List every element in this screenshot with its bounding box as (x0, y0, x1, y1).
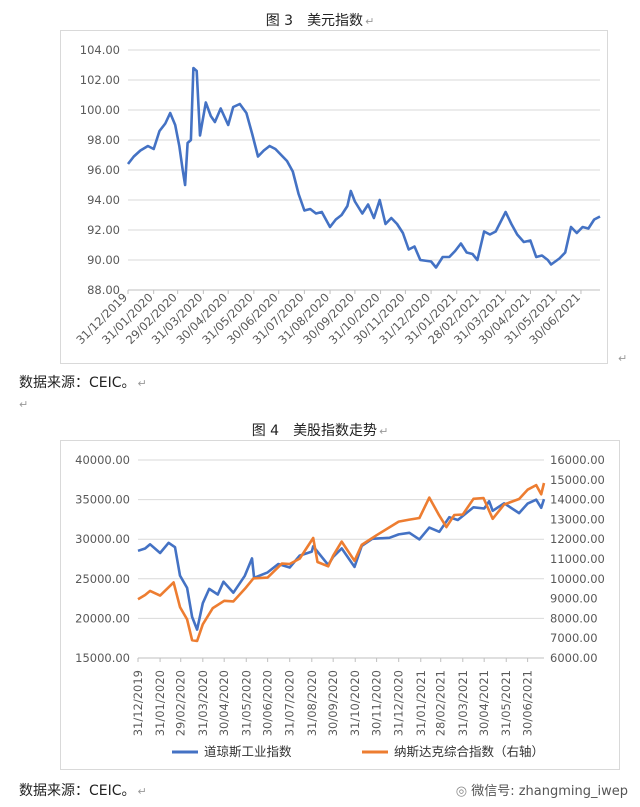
chart-frame (60, 30, 608, 364)
y-tick-label: 90.00 (87, 253, 120, 267)
series-line-2 (137, 482, 546, 643)
y-tick-label: 100.00 (80, 103, 120, 117)
x-tick-label: 30/06/2021 (521, 670, 535, 736)
y-tick-label: 35000.00 (75, 493, 130, 507)
chart1-source: 数据来源：CEIC。 ↵ (19, 375, 147, 391)
legend-label-2: 纳斯达克综合指数（右轴） (394, 744, 544, 759)
y-tick-label: 92.00 (87, 223, 120, 237)
y-right-tick-label: 9000.00 (550, 592, 598, 606)
y-right-tick-label: 11000.00 (550, 552, 605, 566)
x-tick-label: 31/05/2020 (239, 670, 253, 736)
y-tick-label: 15000.00 (75, 651, 130, 665)
legend-label-1: 道琼斯工业指数 (204, 744, 292, 759)
y-tick-label: 96.00 (87, 163, 120, 177)
wechat-watermark: ◎ 微信号: zhangming_iwep (455, 784, 628, 799)
wechat-icon: ◎ (455, 784, 472, 799)
y-tick-label: 30000.00 (75, 532, 130, 546)
y-right-tick-label: 14000.00 (550, 493, 605, 507)
return-mark-icon: ↵ (618, 352, 628, 365)
return-mark-icon: ↵ (137, 785, 147, 798)
series-line-1 (137, 498, 546, 631)
y-right-tick-label: 7000.00 (550, 631, 598, 645)
x-tick-label: 28/02/2021 (434, 670, 448, 736)
dollar-index-chart: 88.00 90.00 92.00 94.00 96.00 98.00 100.00 102.… (60, 30, 608, 364)
y-tick-label: 20000.00 (75, 611, 130, 625)
us-stock-index-chart: 15000.00 20000.00 25000.00 30000.00 35000.00… (60, 440, 620, 770)
x-tick-label: 31/12/2020 (392, 670, 406, 736)
x-tick-label: 31/08/2020 (305, 670, 319, 736)
y-right-tick-label: 6000.00 (550, 651, 598, 665)
chart1-caption-number: 图 3 (265, 13, 294, 29)
y-tick-label: 104.00 (80, 43, 120, 57)
x-tick-label: 31/01/2020 (153, 670, 167, 736)
x-tick-label: 31/01/2021 (414, 670, 428, 736)
x-tick-label: 30/09/2020 (326, 670, 340, 736)
chart2-area: 15000.00 20000.00 25000.00 30000.00 35000.00… (60, 440, 620, 774)
return-mark-icon: ↵ (365, 15, 375, 28)
y-right-tick-label: 15000.00 (550, 473, 605, 487)
return-mark-icon: ↵ (379, 425, 389, 438)
chart-frame (60, 440, 620, 770)
x-tick-label: 30/11/2020 (370, 670, 384, 736)
x-tick-label: 30/04/2021 (477, 670, 491, 736)
chart2-caption-number: 图 4 (251, 423, 280, 439)
x-tick-label: 30/04/2020 (217, 670, 231, 736)
x-tick-label: 30/06/2020 (261, 670, 275, 736)
x-tick-label: 31/03/2021 (456, 670, 470, 736)
y-tick-label: 102.00 (80, 73, 120, 87)
chart2-caption: 图 4 美股指数走势 ↵ (0, 420, 640, 440)
x-tick-label: 31/12/2019 (131, 670, 145, 736)
chart1-caption: 图 3 美元指数 ↵ (0, 10, 640, 30)
y-right-tick-label: 10000.00 (550, 572, 605, 586)
x-tick-label: 31/10/2020 (348, 670, 362, 736)
y-right-tick-label: 8000.00 (550, 611, 598, 625)
chart2-source: 数据来源：CEIC。 ↵ (19, 783, 147, 799)
x-tick-label: 31/05/2021 (499, 670, 513, 736)
y-tick-label: 98.00 (87, 133, 120, 147)
chart1-caption-title: 美元指数 (307, 13, 364, 29)
series-line-1 (126, 66, 601, 269)
y-right-tick-label: 12000.00 (550, 532, 605, 546)
x-tick-label: 31/07/2020 (283, 670, 297, 736)
y-right-tick-label: 16000.00 (550, 453, 605, 467)
return-mark-icon: ↵ (19, 398, 29, 411)
return-mark-icon: ↵ (137, 377, 147, 390)
chart2-caption-title: 美股指数走势 (293, 423, 378, 439)
x-tick-label: 29/02/2020 (174, 670, 188, 736)
y-tick-label: 25000.00 (75, 572, 130, 586)
y-right-tick-label: 13000.00 (550, 512, 605, 526)
x-tick-label: 31/03/2020 (196, 670, 210, 736)
y-tick-label: 94.00 (87, 193, 120, 207)
y-tick-label: 88.00 (87, 283, 120, 297)
chart1-area: 88.00 90.00 92.00 94.00 96.00 98.00 100.00 102.… (60, 30, 608, 368)
y-tick-label: 40000.00 (75, 453, 130, 467)
